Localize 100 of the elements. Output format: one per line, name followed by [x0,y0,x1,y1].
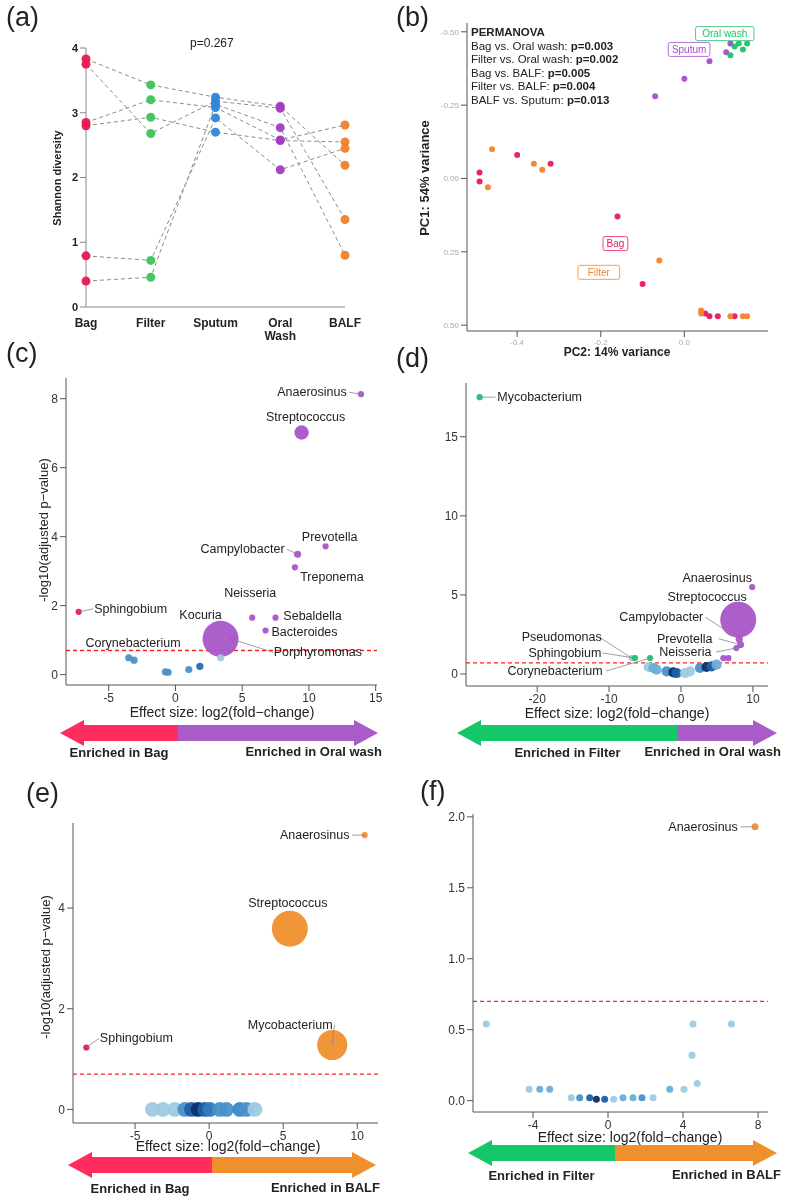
series-label: Bag [606,238,625,250]
y-tick-label: 2 [58,1002,66,1016]
text: Enriched in BALF [270,1180,380,1195]
y-tick-label: 2 [71,171,78,184]
x-tick-label: Sputum [193,316,238,330]
annotation: Corynebacterium [85,636,181,650]
x-axis-title: Effect size: log2(fold−change) [129,704,315,720]
y-tick-label: 4 [58,901,66,916]
y-tick-label: 4 [71,41,79,54]
y-tick-label: 0 [451,667,459,682]
annotation: Mycobacterium [497,390,583,405]
y-axis-title: -log10(adjusted p−value) [37,895,53,1039]
text: Filter [587,266,611,278]
x-tick-label: 0.0 [678,337,691,347]
y-tick-label: 8 [51,391,59,406]
y-tick-label: 4 [51,529,59,544]
x-tick-label: BALF [329,316,361,330]
annotation: Kocuria [179,607,222,622]
y-tick-label: 0 [71,300,78,313]
annotation: Filter vs. Oral wash: p=0.002 [471,53,619,65]
x-tick-label: -5 [103,690,115,705]
annotation: Campylobacter [619,610,704,625]
y-tick-label: -0.25 [440,100,460,110]
x-tick-label: Filter [136,316,166,330]
annotation: Anaerosinus [277,385,347,400]
annotation: Sphingobium [99,1031,173,1046]
y-tick-label: 1.5 [448,881,466,896]
x-tick-label: -0.4 [510,337,525,347]
x-tick-label: 10 [350,1128,365,1143]
x-tick-label: 0 [172,690,180,705]
y-tick-label: 1.0 [448,952,466,966]
y-tick-label: 6 [51,460,59,475]
annotation: Anaerosinus [279,828,350,843]
x-tick-label: Bag [74,316,98,330]
x-tick-label: 0 [677,691,685,706]
annotation: Sphingobium [528,646,602,661]
annotation: Mycobacterium [247,1017,333,1032]
x-tick-label: 4 [679,1117,687,1132]
chart-title: (c) [6,338,38,369]
y-tick-label: 0.00 [443,174,460,184]
annotation: Sebaldella [283,608,342,623]
text: Enriched in Bag [90,1180,190,1196]
annotation: Prevotella [656,631,713,646]
text: Enriched in Filter [488,1167,595,1183]
y-tick-label: 0.25 [443,247,460,257]
chart-title: (b) [396,2,429,33]
y-tick-label: 0.5 [448,1022,466,1037]
y-tick-label: 2 [51,598,59,613]
annotation: Porphyromonas [273,645,362,660]
x-axis-title: Effect size: log2(fold−change) [537,1129,723,1145]
x-tick-label: 10 [302,690,316,705]
annotation: Bacteroides [271,625,338,640]
annotation: Streptococcus [667,589,747,604]
text: Enriched in Oral wash [644,744,781,759]
annotation: Corynebacterium [507,664,603,679]
x-tick-label: -0.2 [593,337,609,347]
x-tick-label: 10 [746,691,760,706]
y-tick-label: 0.50 [443,320,460,330]
text: Enriched in Oral wash [245,744,382,759]
series-label: Sputum [671,43,707,55]
annotation: Anaerosinus [668,819,738,834]
annotation: Treponema [300,570,364,585]
y-tick-label: 3 [71,106,78,119]
x-tick-label: -20 [528,691,547,706]
annotation: p=0.267 [190,36,234,50]
annotation: Neisseria [224,585,277,600]
y-tick-label: 10 [444,509,459,524]
annotation: Neisseria [659,645,712,660]
x-tick-label: Oral Wash [264,316,297,343]
y-axis-title: PC1: 54% variance [416,120,432,236]
chart-title: (e) [26,778,59,809]
y-tick-label: -0.50 [440,27,460,37]
x-tick-label: 5 [238,690,246,705]
text: Enriched in Filter [514,744,621,760]
x-tick-label: -10 [600,691,619,706]
annotation: Bag vs. BALF: p=0.005 [471,66,591,79]
x-tick-label: 8 [754,1117,762,1132]
x-axis-title: Effect size: log2(fold−change) [524,705,710,721]
x-tick-label: 0 [604,1117,612,1132]
annotation: Campylobacter [200,542,285,557]
series-label: Oral wash [702,28,748,40]
annotation: Streptococcus [248,895,328,910]
chart-title: (a) [6,2,39,33]
chart-title: (d) [396,343,429,374]
y-tick-label: 0 [58,1102,66,1117]
annotation: Anaerosinus [682,571,752,585]
annotation: BALF vs. Sputum: p=0.013 [471,93,610,106]
annotation: Sphingobium [94,601,168,616]
annotation: PERMANOVA [471,26,545,38]
text: Enriched in Bag [69,744,169,760]
annotation: Streptococcus [265,409,346,424]
x-tick-label: 15 [368,690,383,705]
x-tick-label: -4 [527,1117,539,1132]
y-tick-label: 1 [71,236,78,249]
y-tick-label: 15 [444,430,459,445]
y-axis-title: Shannon diversity [51,130,63,226]
y-axis-title: -log10(adjusted p−value) [35,458,51,602]
annotation: Prevotella [301,530,358,545]
y-tick-label: 0 [51,667,59,682]
annotation: Pseudomonas [521,630,602,645]
